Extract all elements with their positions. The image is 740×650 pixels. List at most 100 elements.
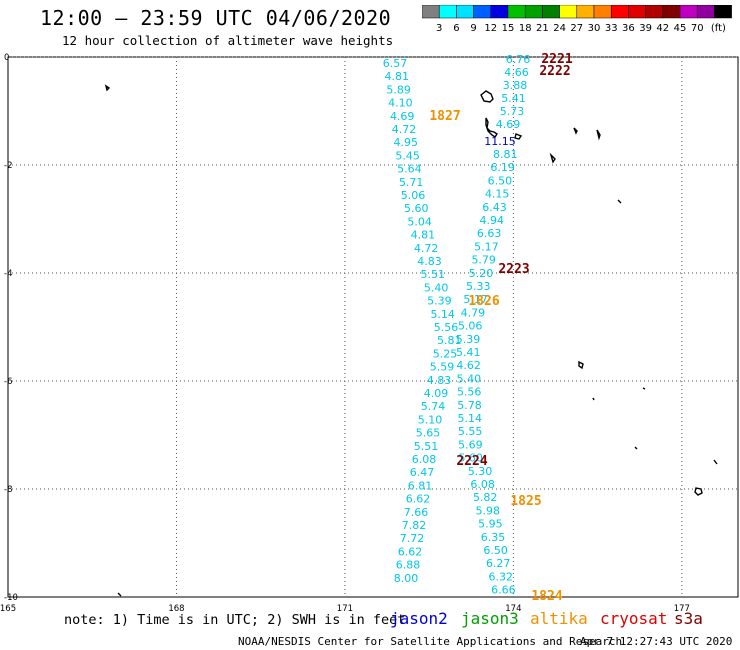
swh-value-track-b: 5.41: [501, 92, 526, 105]
swh-value-track-a: 4.09: [424, 387, 449, 400]
pass-time-label: 2224: [456, 454, 487, 469]
lon-tick-label: 174: [505, 604, 521, 614]
island-outline: [485, 117, 498, 138]
swh-value-track-a: 5.45: [395, 149, 420, 162]
swh-value-track-a: 5.71: [399, 176, 424, 189]
swh-value-track-b: 5.17: [463, 293, 488, 306]
island-outline: [480, 90, 494, 103]
swh-value-track-b: 5.60: [458, 452, 483, 465]
scale-tick-label: 12: [484, 23, 497, 34]
island-outline: [573, 127, 578, 135]
island-outline: [578, 360, 584, 370]
swh-value-track-a: 4.72: [392, 123, 417, 136]
swh-value-track-b: 8.81: [493, 148, 518, 161]
island-outline: [694, 487, 703, 496]
legend-jason3: jason3: [461, 609, 519, 628]
swh-value-track-a: 4.83: [417, 255, 442, 268]
swh-value-track-b: 5.41: [456, 346, 481, 359]
swh-value-track-a: 4.81: [385, 70, 410, 83]
scale-swatch: [714, 5, 732, 19]
swh-value-track-b: 5.33: [466, 280, 491, 293]
swh-value-track-b: 6.19: [490, 161, 515, 174]
scale-tick-label: 18: [519, 23, 532, 34]
island-outline: [642, 387, 646, 390]
swh-value-track-b: 5.73: [500, 105, 525, 118]
swh-value-track-b: 5.56: [457, 386, 482, 399]
swh-value-track-b: 4.79: [461, 306, 486, 319]
swh-value-track-b: 5.98: [476, 504, 501, 517]
swh-value-track-a: 7.72: [400, 532, 425, 545]
island-outline: [596, 129, 601, 141]
swh-value-track-a: 5.64: [397, 163, 422, 176]
scale-tick-label: 30: [588, 23, 601, 34]
swh-value-track-a: 5.04: [407, 215, 432, 228]
pass-time-label: 1825: [510, 494, 541, 509]
chart-subtitle: 12 hour collection of altimeter wave hei…: [62, 33, 394, 48]
island-outline: [104, 84, 111, 92]
swh-value-track-b: 6.50: [483, 544, 508, 557]
swh-value-track-a: 6.62: [406, 493, 431, 506]
footer-timestamp: Apr 7 12:27:43 UTC 2020: [580, 635, 733, 648]
swh-value-track-a: 5.40: [424, 281, 449, 294]
lat-tick-label: -8: [4, 485, 12, 495]
pass-time-label: 1827: [429, 109, 460, 124]
swh-value-track-a: 4.83: [427, 374, 452, 387]
color-scale-legend: 3 6 9 12 15 18 21 24 27 30 33 36 39 42 45 70 (ft): [422, 5, 732, 34]
wave-height-values: 6.574.815.894.104.694.724.955.455.645.71…: [383, 53, 531, 597]
swh-value-track-a: 5.89: [386, 83, 411, 96]
swh-value-track-b: 5.14: [458, 412, 483, 425]
swh-value-track-a: 6.88: [396, 559, 421, 572]
lon-tick-label: 165: [0, 604, 16, 614]
swh-value-track-b: 5.55: [458, 425, 483, 438]
scale-tick-label: 70: [691, 23, 704, 34]
swh-value-track-b: 6.66: [491, 584, 516, 597]
swh-value-highlight: 11.15: [484, 135, 516, 148]
swh-value-track-a: 5.51: [421, 268, 446, 281]
legend-cryosat: cryosat: [600, 609, 668, 628]
swh-value-track-b: 4.66: [504, 66, 529, 79]
swh-value-track-a: 7.82: [402, 519, 427, 532]
swh-value-track-b: 4.94: [480, 214, 505, 227]
lon-tick-label: 171: [337, 604, 353, 614]
scale-tick-label: 9: [470, 23, 476, 34]
scale-tick-label: 21: [536, 23, 549, 34]
swh-value-track-a: 5.60: [404, 202, 429, 215]
swh-value-track-a: 6.47: [410, 466, 435, 479]
scale-tick-label: 24: [553, 23, 566, 34]
swh-value-track-b: 4.15: [485, 188, 510, 201]
swh-value-track-a: 6.57: [383, 57, 408, 70]
island-outline: [117, 592, 122, 597]
scale-tick-label: 33: [605, 23, 618, 34]
lat-tick-label: 0: [4, 53, 9, 63]
swh-value-track-b: 3.88: [503, 79, 528, 92]
swh-value-track-b: 5.78: [457, 399, 482, 412]
scale-tick-label: 3: [436, 23, 442, 34]
scale-tick-label: 39: [639, 23, 652, 34]
swh-value-track-a: 4.81: [411, 229, 436, 242]
swh-value-track-a: 8.00: [394, 572, 419, 585]
swh-value-track-a: 7.66: [404, 506, 429, 519]
footer-credit: NOAA/NESDIS Center for Satellite Applica…: [238, 635, 623, 648]
swh-value-track-a: 5.39: [427, 295, 452, 308]
island-outline: [514, 133, 523, 140]
map-frame: [7, 56, 739, 598]
islands: [104, 84, 718, 597]
pass-time-label: 1824: [531, 589, 562, 604]
island-outline: [713, 459, 718, 465]
swh-value-track-b: 5.06: [458, 320, 483, 333]
swh-value-track-b: 6.43: [482, 201, 507, 214]
swh-value-track-a: 4.72: [414, 242, 439, 255]
swh-value-track-b: 5.39: [456, 333, 481, 346]
swh-value-track-a: 6.81: [408, 479, 433, 492]
swh-value-track-a: 5.74: [421, 400, 446, 413]
swh-value-track-b: 6.50: [488, 174, 513, 187]
island-outline: [634, 446, 638, 450]
legend-jason2: jason2: [390, 609, 448, 628]
axis-ticks: 165 168 171 174 177 0 -2 -4 -6 -8 -10: [0, 53, 690, 614]
lat-tick-label: -6: [4, 377, 12, 387]
swh-value-track-b: 5.20: [469, 267, 494, 280]
island-outline: [549, 152, 556, 164]
scale-tick-label: 15: [502, 23, 515, 34]
swh-value-track-b: 5.69: [458, 438, 483, 451]
island-outline: [617, 199, 622, 204]
